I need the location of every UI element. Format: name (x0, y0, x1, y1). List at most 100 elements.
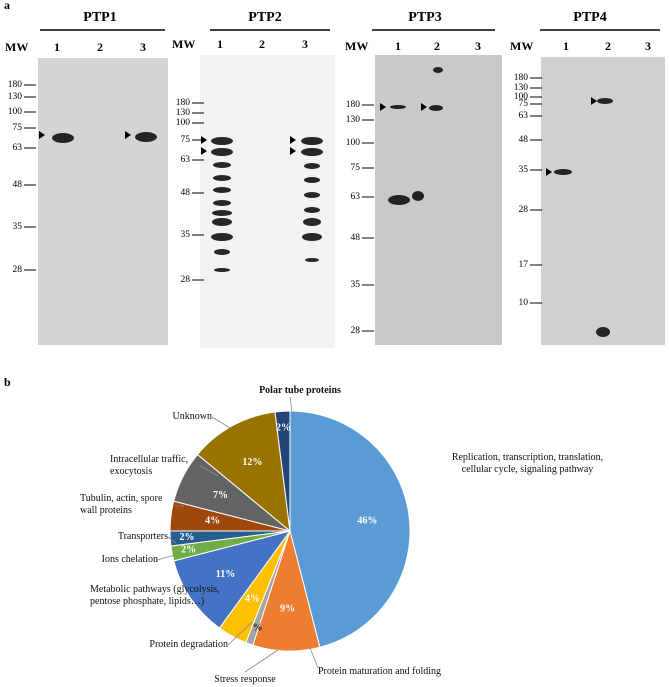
lane-label: 2 (605, 39, 611, 53)
arrowhead (546, 168, 552, 176)
mw-label: 180 (514, 73, 529, 83)
leader-line (227, 621, 253, 646)
band (412, 191, 424, 201)
band (596, 327, 610, 337)
band (433, 67, 443, 73)
category-label: Transporters (117, 531, 168, 542)
mw-label: 35 (13, 222, 23, 232)
pie-slice (196, 411, 291, 533)
leader-line (199, 465, 219, 477)
lane-label: 3 (645, 39, 651, 53)
pie-slice (289, 410, 411, 648)
band (214, 268, 230, 272)
category-label: Replication, transcription, translation,… (451, 452, 604, 475)
lane-label: 1 (563, 39, 569, 53)
band (301, 137, 323, 145)
mw-label: 63 (519, 111, 529, 121)
category-label: Protein degradation (149, 639, 228, 650)
value-label: 46% (357, 516, 377, 527)
mw-label: 75 (13, 123, 23, 133)
band (213, 162, 231, 168)
arrowhead (380, 103, 386, 111)
mw-label: 35 (519, 165, 529, 175)
panel-label: a (4, 0, 10, 12)
category-label: Unknown (172, 411, 212, 422)
band (390, 105, 406, 109)
lane-label: 1 (54, 40, 60, 54)
arrowhead (290, 147, 296, 155)
band (597, 98, 613, 104)
lane-label: 3 (140, 40, 146, 54)
mw-label: 130 (514, 83, 529, 93)
band (388, 195, 410, 205)
blot-image (541, 57, 665, 345)
mw-label: 130 (346, 115, 361, 125)
blot-title: PTP3 (408, 10, 441, 25)
mw-heading: MW (172, 37, 195, 51)
band (213, 175, 231, 181)
band (429, 105, 443, 111)
band (303, 218, 321, 226)
leader-line (289, 396, 293, 413)
value-label: 4% (205, 516, 220, 527)
band (211, 148, 233, 156)
category-label: Protein maturation and folding (318, 666, 442, 677)
category-label: Intracellular traffic, exocytosis (110, 454, 189, 477)
pie-slice (274, 410, 291, 532)
lane-label: 2 (259, 37, 265, 51)
mw-label: 28 (351, 326, 361, 336)
value-label: 2% (180, 532, 195, 543)
value-label: 7% (213, 490, 228, 501)
band (304, 192, 320, 198)
band (305, 258, 319, 262)
arrowhead (290, 136, 296, 144)
mw-label: 180 (8, 80, 23, 90)
mw-label: 130 (176, 108, 191, 118)
mw-heading: MW (5, 40, 28, 54)
arrowhead (201, 147, 207, 155)
mw-label: 28 (13, 265, 23, 275)
mw-label: 48 (13, 180, 23, 190)
band (211, 137, 233, 145)
mw-label: 48 (519, 135, 529, 145)
arrowhead (125, 131, 131, 139)
category-label: Stress response (214, 674, 276, 685)
band (212, 218, 232, 226)
pie-slice (173, 530, 292, 629)
band (212, 210, 232, 216)
blot-image (38, 58, 168, 345)
mw-label: 100 (514, 92, 529, 102)
leader-line (167, 536, 177, 544)
arrowhead (421, 103, 427, 111)
blot-title: PTP1 (83, 10, 116, 25)
mw-label: 75 (181, 135, 191, 145)
band (554, 169, 572, 175)
mw-label: 130 (8, 92, 23, 102)
band (304, 163, 320, 169)
mw-label: 35 (181, 230, 191, 240)
band (304, 207, 320, 213)
category-label: Tubulin, actin, spore wall proteins (80, 493, 163, 516)
mw-label: 17 (519, 260, 529, 270)
value-label: 11% (216, 569, 235, 580)
lane-label: 3 (475, 39, 481, 53)
mw-heading: MW (345, 39, 368, 53)
mw-label: 35 (351, 280, 361, 290)
lane-label: 3 (302, 37, 308, 51)
lane-label: 1 (217, 37, 223, 51)
lane-label: 2 (97, 40, 103, 54)
value-label: 12% (242, 457, 262, 468)
band (135, 132, 157, 142)
mw-label: 48 (181, 188, 191, 198)
category-label: Metabolic pathways (glycolysis, pentose … (90, 584, 220, 607)
value-label: 4% (245, 594, 260, 605)
mw-label: 10 (519, 298, 529, 308)
mw-label: 63 (13, 143, 23, 153)
mw-label: 63 (351, 192, 361, 202)
band (214, 249, 230, 255)
mw-label: 75 (351, 163, 361, 173)
value-label: 9% (280, 603, 295, 614)
value-label: 2% (276, 422, 291, 433)
lane-label: 1 (395, 39, 401, 53)
